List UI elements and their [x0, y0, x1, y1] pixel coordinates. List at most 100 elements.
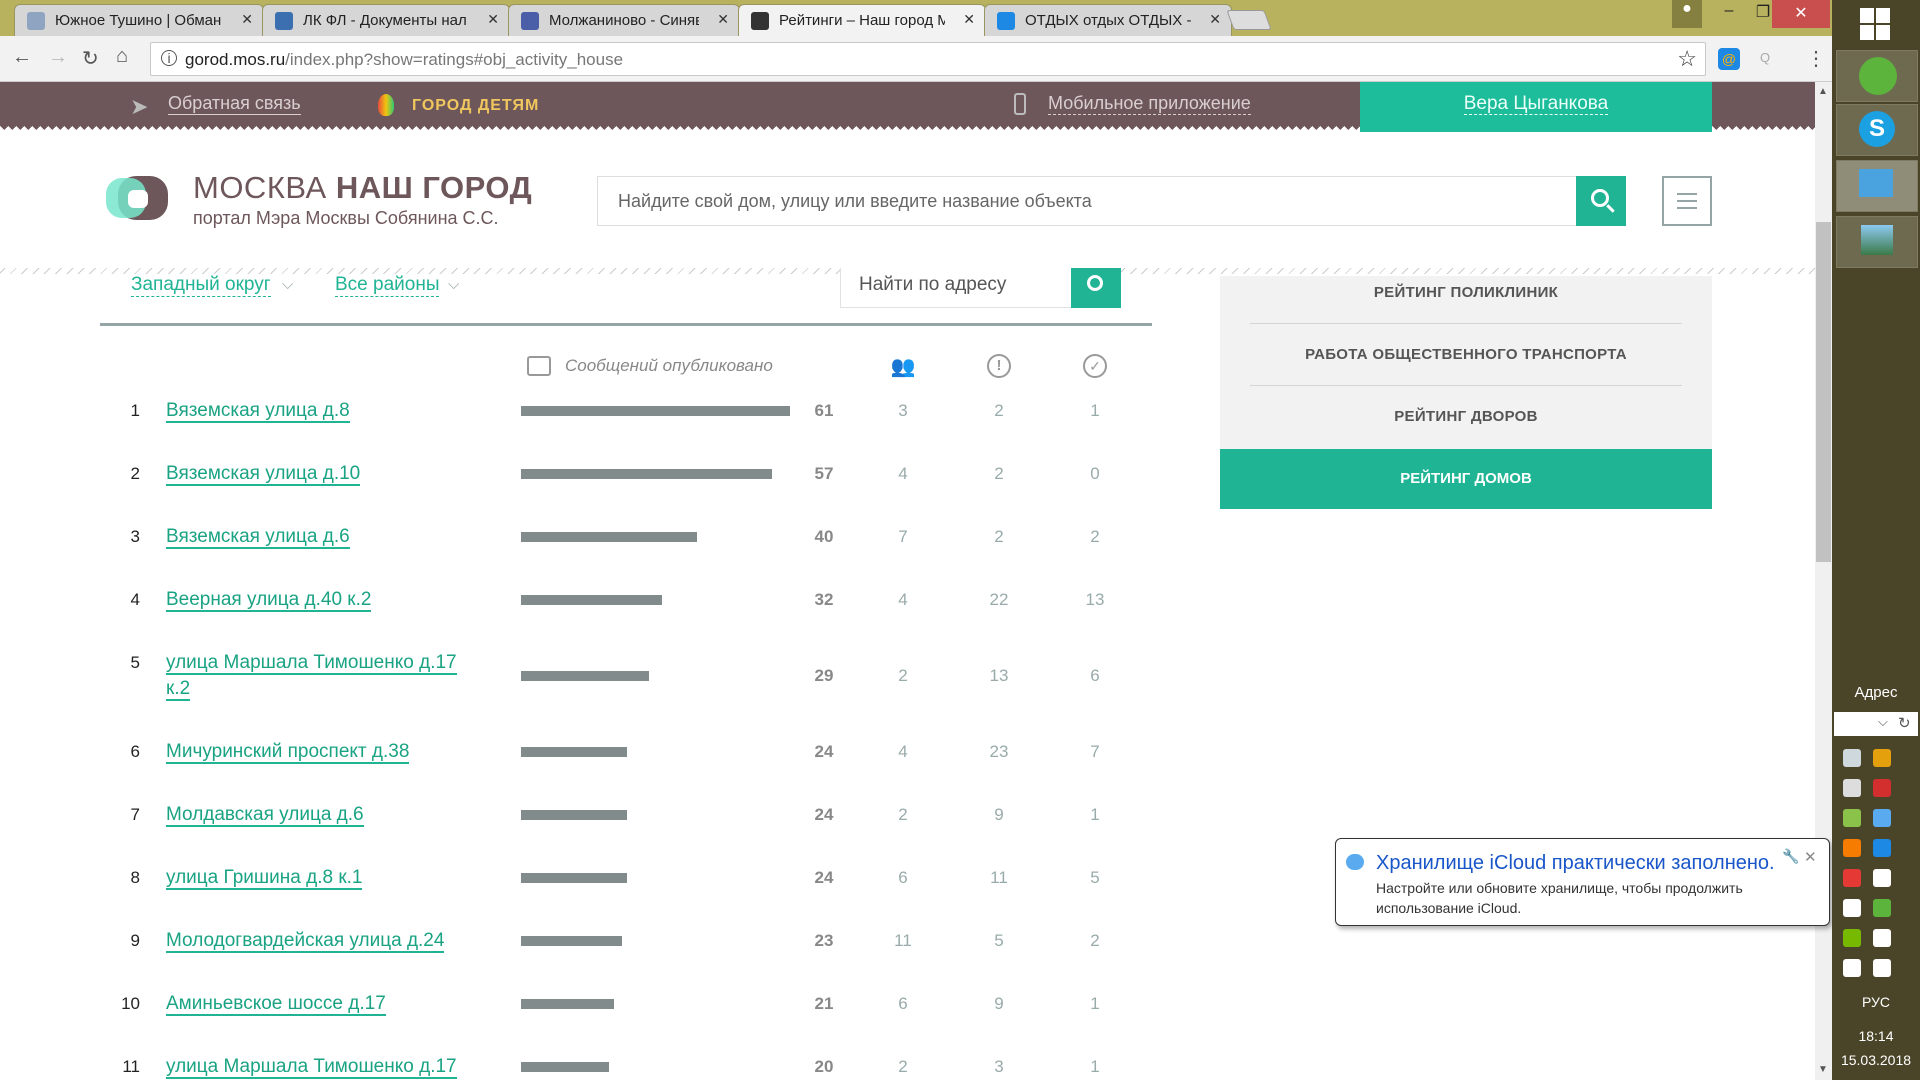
- taskbar-utorrent[interactable]: [1836, 50, 1918, 102]
- divider: [100, 323, 1152, 326]
- sync-icon[interactable]: [1843, 899, 1861, 917]
- house-link[interactable]: улица Гришина д.8 к.1: [166, 865, 466, 891]
- scroll-up-icon[interactable]: ▲: [1818, 86, 1828, 97]
- back-icon[interactable]: ←: [12, 46, 32, 68]
- teamviewer-icon[interactable]: [1873, 839, 1891, 857]
- house-link[interactable]: Вяземская улица д.10: [166, 461, 466, 487]
- house-name[interactable]: Молдавская улица д.6: [166, 804, 364, 827]
- profile-icon[interactable]: ●: [1672, 0, 1702, 28]
- icloud-notification[interactable]: [1335, 838, 1830, 926]
- tab-5[interactable]: ОТДЫХ отдых ОТДЫХ - ✕: [984, 4, 1232, 36]
- house-link[interactable]: Молдавская улица д.6: [166, 802, 466, 828]
- address-search-input[interactable]: Найти по адресу: [840, 268, 1072, 308]
- search-button[interactable]: [1576, 176, 1626, 226]
- house-name[interactable]: Вяземская улица д.10: [166, 463, 361, 486]
- ratings-menu-item-houses[interactable]: РЕЙТИНГ ДОМОВ: [1220, 449, 1712, 509]
- hamburger-menu-button[interactable]: [1662, 176, 1712, 226]
- search-input[interactable]: Найдите свой дом, улицу или введите назв…: [597, 176, 1577, 226]
- notification-badge-icon[interactable]: [1843, 809, 1861, 827]
- printer-icon[interactable]: [1843, 749, 1861, 767]
- network-icon[interactable]: [1843, 959, 1861, 977]
- house-name[interactable]: улица Маршала Тимошенко д.17: [166, 1056, 457, 1079]
- solved-count: 1: [1090, 401, 1100, 420]
- onedrive-icon[interactable]: [1873, 869, 1891, 887]
- action-center-flag-icon[interactable]: [1873, 929, 1891, 947]
- tab-3[interactable]: Молжаниново - Синяви ✕: [508, 4, 740, 36]
- search-icon: [1087, 275, 1103, 291]
- mobile-app-link[interactable]: Мобильное приложение: [1048, 93, 1251, 115]
- feedback-link[interactable]: Обратная связь: [168, 93, 301, 115]
- start-windows-icon[interactable]: [1860, 8, 1890, 40]
- house-link[interactable]: Вяземская улица д.8: [166, 398, 466, 424]
- minimize-button[interactable]: –: [1724, 2, 1734, 19]
- user-profile-button[interactable]: Вера Цыганкова: [1360, 82, 1712, 132]
- address-bar[interactable]: i gorod.mos.ru/index.php?show=ratings#ob…: [150, 42, 1706, 76]
- menu-dots-icon[interactable]: ⋮: [1806, 48, 1826, 70]
- utorrent-icon[interactable]: [1873, 899, 1891, 917]
- reload-icon[interactable]: ↻: [82, 48, 99, 70]
- tab-1[interactable]: Южное Тушино | Обман ✕: [14, 4, 264, 36]
- close-window-button[interactable]: ✕: [1772, 0, 1830, 28]
- house-name[interactable]: Молодогвардейская улица д.24: [166, 930, 445, 953]
- address-toolbar-input[interactable]: ⌵ ↻: [1834, 712, 1918, 736]
- maximize-button[interactable]: ❐: [1755, 4, 1771, 21]
- taskbar-snipping-tool[interactable]: [1836, 160, 1918, 212]
- tab-close-button[interactable]: ✕: [487, 11, 499, 27]
- house-name[interactable]: Мичуринский проспект д.38: [166, 741, 410, 764]
- tab-4[interactable]: Рейтинги – Наш город М ✕: [738, 4, 986, 36]
- ratings-menu-item-clinics[interactable]: РЕЙТИНГ ПОЛИКЛИНИК: [1373, 284, 1559, 301]
- volume-icon[interactable]: [1873, 959, 1891, 977]
- house-link[interactable]: Молодогвардейская улица д.24: [166, 928, 466, 954]
- house-name[interactable]: улица Маршала Тимошенко д.17 к.2: [166, 652, 457, 701]
- info-icon[interactable]: i: [161, 50, 177, 66]
- new-tab-button[interactable]: [1226, 10, 1272, 30]
- area-select[interactable]: Все районы: [335, 274, 440, 297]
- java-icon[interactable]: [1843, 839, 1861, 857]
- tab-close-button[interactable]: ✕: [717, 11, 729, 27]
- house-link[interactable]: улица Маршала Тимошенко д.17: [166, 1054, 466, 1080]
- row-rank: 2: [130, 464, 140, 483]
- search-extension-icon[interactable]: Q: [1760, 50, 1771, 65]
- house-link[interactable]: Мичуринский проспект д.38: [166, 739, 466, 765]
- house-name[interactable]: Веерная улица д.40 к.2: [166, 589, 372, 612]
- ratings-menu-item-transport[interactable]: РАБОТА ОБЩЕСТВЕННОГО ТРАНСПОРТА: [1305, 346, 1627, 363]
- scroll-down-icon[interactable]: ▼: [1818, 1064, 1828, 1075]
- kaspersky-icon[interactable]: [1873, 779, 1891, 797]
- house-name[interactable]: Вяземская улица д.8: [166, 400, 350, 423]
- bookmark-star-icon[interactable]: ☆: [1677, 46, 1697, 71]
- scrollbar-thumb[interactable]: [1816, 222, 1831, 562]
- usb-icon[interactable]: [1843, 779, 1861, 797]
- forward-icon[interactable]: →: [48, 46, 68, 68]
- mail-extension-icon[interactable]: @: [1718, 48, 1740, 70]
- clock-time[interactable]: 18:14: [1858, 1028, 1894, 1044]
- site-title[interactable]: МОСКВА НАШ ГОРОД: [193, 170, 533, 205]
- house-link[interactable]: Аминьевское шоссе д.17: [166, 991, 466, 1017]
- nvidia-icon[interactable]: [1843, 929, 1861, 947]
- house-name[interactable]: Вяземская улица д.6: [166, 526, 350, 549]
- house-name[interactable]: улица Гришина д.8 к.1: [166, 867, 363, 890]
- taskbar-photos[interactable]: [1836, 216, 1918, 268]
- ratings-menu-item-yards[interactable]: РЕЙТИНГ ДВОРОВ: [1394, 408, 1538, 425]
- house-link[interactable]: Вяземская улица д.6: [166, 524, 466, 550]
- district-select[interactable]: Западный округ: [131, 274, 271, 297]
- plex-icon[interactable]: [1873, 749, 1891, 767]
- taskbar-skype[interactable]: S: [1836, 104, 1918, 156]
- tab-close-button[interactable]: ✕: [963, 11, 975, 27]
- close-notification-button[interactable]: ✕: [1804, 849, 1817, 866]
- tab-close-button[interactable]: ✕: [241, 11, 253, 27]
- settings-wrench-icon[interactable]: 🔧: [1782, 848, 1800, 864]
- kids-city-link[interactable]: ГОРОД ДЕТЯМ: [412, 97, 540, 114]
- address-search-button[interactable]: [1071, 268, 1121, 308]
- house-link[interactable]: улица Маршала Тимошенко д.17 к.2: [166, 650, 466, 702]
- refresh-icon[interactable]: ↻: [1898, 715, 1911, 732]
- icloud-icon[interactable]: [1873, 809, 1891, 827]
- ccleaner-icon[interactable]: [1843, 869, 1861, 887]
- language-indicator[interactable]: РУС: [1861, 994, 1891, 1010]
- tab-2[interactable]: ЛК ФЛ - Документы нал ✕: [262, 4, 510, 36]
- clock-date[interactable]: 15.03.2018: [1840, 1052, 1912, 1068]
- house-name[interactable]: Аминьевское шоссе д.17: [166, 993, 386, 1016]
- tab-close-button[interactable]: ✕: [1209, 11, 1221, 27]
- home-icon[interactable]: ⌂: [116, 45, 129, 67]
- house-link[interactable]: Веерная улица д.40 к.2: [166, 587, 466, 613]
- logo-icon[interactable]: [106, 176, 168, 226]
